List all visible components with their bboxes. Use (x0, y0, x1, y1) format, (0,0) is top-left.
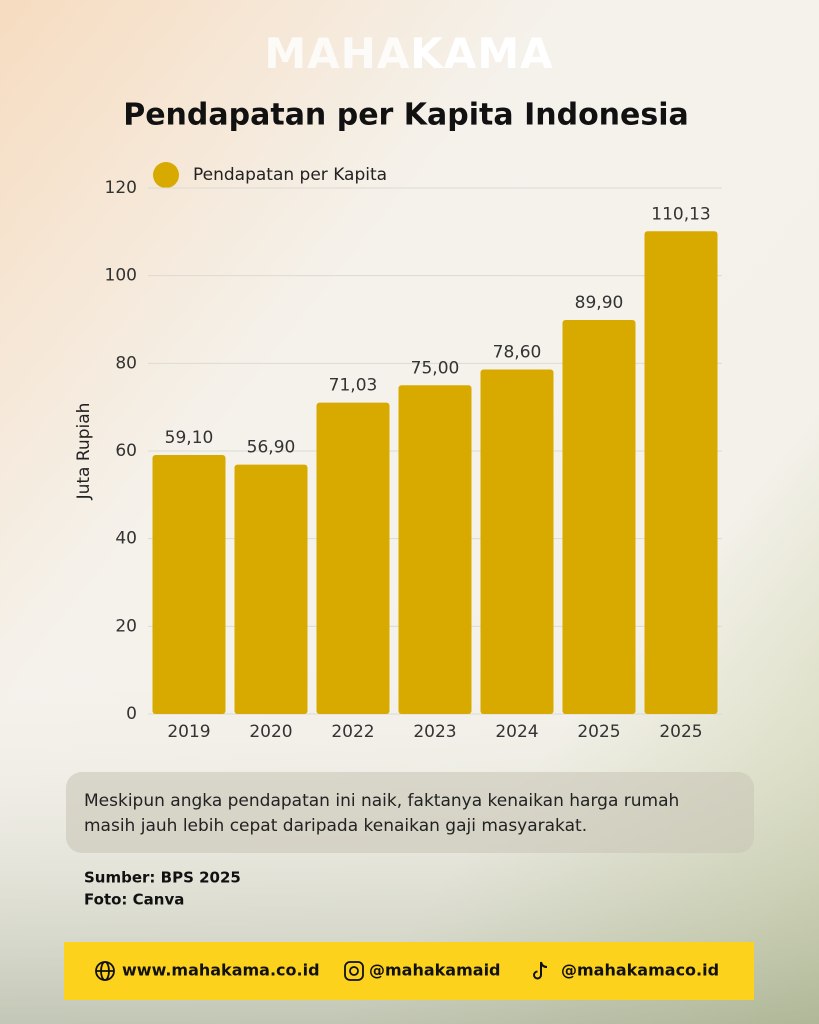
x-tick-label: 2025 (577, 722, 620, 742)
x-tick-label: 2025 (659, 722, 702, 742)
value-label: 89,90 (575, 293, 624, 313)
source: Sumber: BPS 2025 (84, 869, 241, 887)
y-tick-label: 20 (115, 616, 137, 636)
chart-title: Pendapatan per Kapita Indonesia (123, 98, 689, 133)
bar (152, 454, 226, 714)
x-tick-label: 2019 (167, 722, 210, 742)
note-line: Meskipun angka pendapatan ini naik, fakt… (84, 791, 679, 811)
value-label: 71,03 (329, 376, 378, 396)
y-tick-label: 100 (105, 266, 137, 286)
brand-left: MAHA (264, 29, 410, 78)
x-tick-label: 2023 (413, 722, 456, 742)
tiktok-icon (533, 961, 548, 980)
value-label: 56,90 (247, 438, 296, 458)
brand-right: KAMA (410, 29, 553, 78)
y-tick-label: 40 (115, 529, 137, 549)
x-tick-label: 2024 (495, 722, 538, 742)
y-tick-label: 80 (115, 353, 137, 373)
footer-website: www.mahakama.co.id (122, 961, 320, 980)
bar (644, 231, 718, 715)
footer-bar (64, 942, 754, 1000)
bar (562, 319, 636, 714)
y-tick-label: 60 (115, 441, 137, 461)
note-line: masih jauh lebih cepat daripada kenaikan… (84, 816, 587, 836)
x-tick-label: 2020 (249, 722, 292, 742)
y-tick-label: 0 (126, 704, 137, 724)
instagram-icon (344, 961, 364, 981)
value-label: 59,10 (165, 428, 214, 448)
bar (234, 464, 308, 714)
legend-label: Pendapatan per Kapita (193, 165, 387, 185)
footer-instagram: @mahakamaid (369, 961, 501, 980)
brand: MAHAKAMA (264, 29, 553, 78)
photo-credit: Foto: Canva (84, 891, 184, 909)
footer-tiktok: @mahakamaco.id (561, 961, 719, 980)
x-tick-label: 2022 (331, 722, 374, 742)
note-box (66, 772, 754, 853)
globe-icon (95, 961, 115, 981)
value-label: 75,00 (411, 358, 460, 378)
bar (480, 369, 554, 714)
y-tick-label: 120 (105, 178, 137, 198)
value-label: 110,13 (651, 204, 710, 224)
value-label: 78,60 (493, 342, 542, 362)
y-axis-label: Juta Rupiah (74, 403, 94, 501)
bar (398, 385, 472, 714)
legend-swatch (153, 162, 179, 188)
bar (316, 402, 390, 714)
plot: 0 20 40 60 80 100 120 59,10 2019 56,90 2020 71,03 20… (105, 178, 722, 742)
